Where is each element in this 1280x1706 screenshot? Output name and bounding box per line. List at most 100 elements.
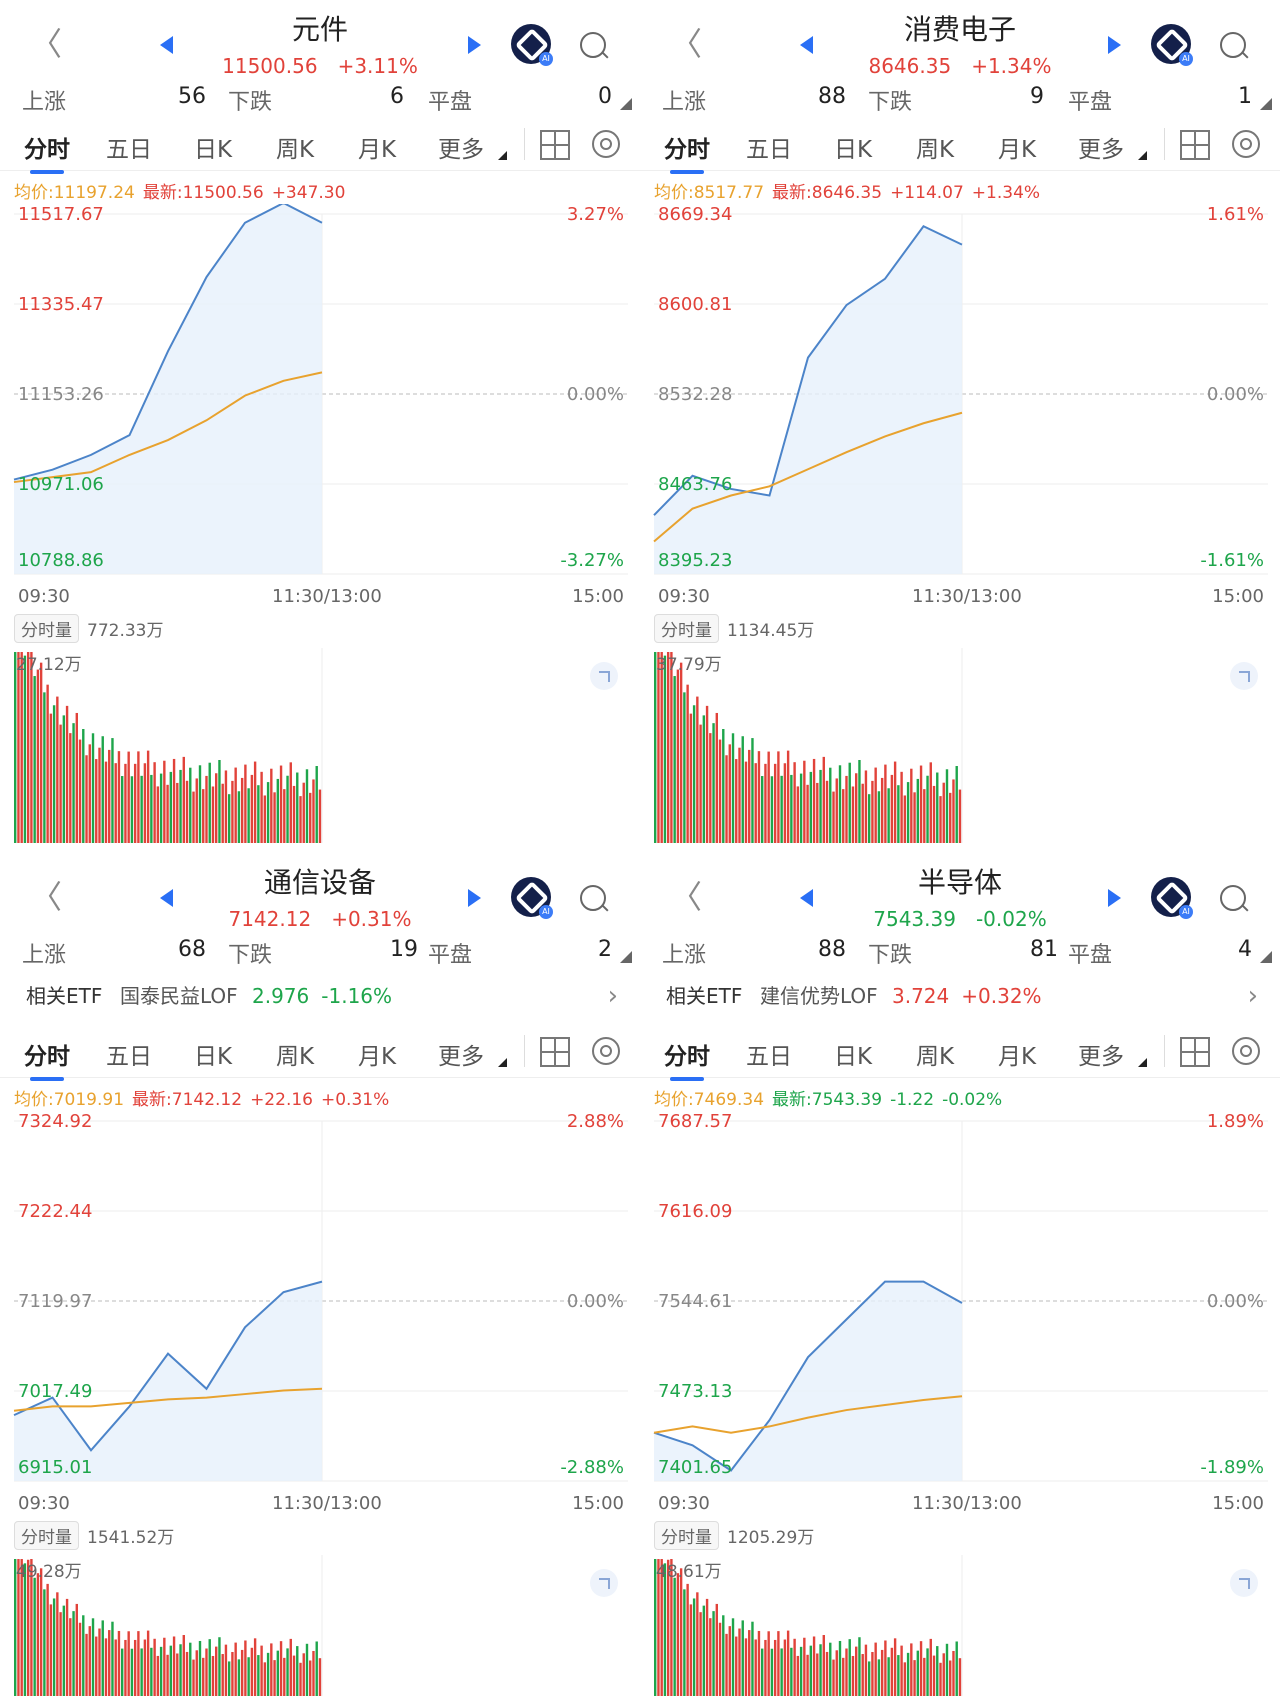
settings-icon[interactable] <box>1232 130 1260 158</box>
chevron-right-icon[interactable]: › <box>607 981 618 1011</box>
settings-icon[interactable] <box>592 130 620 158</box>
related-etf-row[interactable]: 相关ETF 建信优势LOF 3.724 +0.32% › <box>640 971 1280 1021</box>
volume-bar <box>198 1640 202 1696</box>
quote-info-line: 均价:7019.91 最新:7142.12 +22.16 +0.31% <box>14 1085 397 1110</box>
tab-five-day[interactable]: 五日 <box>746 1044 792 1070</box>
volume-max-label: 49.28万 <box>16 1562 82 1582</box>
back-icon[interactable]: 〈 <box>670 878 703 916</box>
volume-bar <box>39 1568 43 1696</box>
tab-weekly-k[interactable]: 周K <box>916 1044 955 1070</box>
down-count: 81 <box>1030 937 1058 962</box>
volume-bar <box>33 1577 36 1696</box>
volume-bar <box>30 652 33 843</box>
tab-intraday[interactable]: 分时 <box>664 1037 710 1081</box>
volume-bar <box>150 774 153 843</box>
sector-change: -0.02% <box>975 907 1047 931</box>
volume-bar <box>884 764 887 843</box>
y-axis-percent-label: -1.89% <box>1200 1457 1264 1478</box>
volume-bar <box>91 1618 95 1696</box>
tab-daily-k[interactable]: 日K <box>834 137 873 163</box>
prev-sector-icon[interactable] <box>160 889 173 907</box>
next-sector-icon[interactable] <box>468 889 481 907</box>
tab-intraday[interactable]: 分时 <box>664 130 710 174</box>
tab-five-day[interactable]: 五日 <box>106 1044 152 1070</box>
expand-corner-icon[interactable] <box>620 98 632 110</box>
ai-assistant-icon[interactable]: AI <box>1151 24 1193 66</box>
tab-daily-k[interactable]: 日K <box>834 1044 873 1070</box>
search-icon[interactable] <box>1220 885 1246 911</box>
layout-grid-icon[interactable] <box>1180 1037 1210 1067</box>
next-sector-icon[interactable] <box>468 36 481 54</box>
prev-sector-icon[interactable] <box>800 889 813 907</box>
volume-header: 分时量 1541.52万 <box>14 1521 174 1550</box>
chevron-right-icon[interactable]: › <box>1247 981 1258 1011</box>
expand-corner-icon[interactable] <box>620 951 632 963</box>
ai-assistant-icon[interactable]: AI <box>511 877 553 919</box>
tab-monthly-k[interactable]: 月K <box>358 137 397 163</box>
settings-icon[interactable] <box>592 1037 620 1065</box>
back-icon[interactable]: 〈 <box>670 25 703 63</box>
tab-five-day[interactable]: 五日 <box>746 137 792 163</box>
y-axis-price-label: 7544.61 <box>658 1291 733 1312</box>
fullscreen-icon[interactable] <box>1230 1569 1258 1597</box>
ai-assistant-icon[interactable]: AI <box>1151 877 1193 919</box>
expand-corner-icon[interactable] <box>1260 98 1272 110</box>
volume-bar <box>208 762 211 843</box>
tab-weekly-k[interactable]: 周K <box>276 1044 315 1070</box>
layout-grid-icon[interactable] <box>540 1037 570 1067</box>
tab-five-day[interactable]: 五日 <box>106 137 152 163</box>
tab-more[interactable]: 更多 <box>1078 137 1124 163</box>
tab-more[interactable]: 更多 <box>438 1044 484 1070</box>
volume-bar <box>654 1559 657 1696</box>
fullscreen-icon[interactable] <box>1230 662 1258 690</box>
tab-weekly-k[interactable]: 周K <box>916 137 955 163</box>
volume-bar <box>305 769 309 843</box>
volume-bar <box>305 1643 309 1696</box>
layout-grid-icon[interactable] <box>1180 130 1210 160</box>
volume-bar <box>910 768 913 843</box>
search-icon[interactable] <box>580 885 606 911</box>
volume-dropdown[interactable]: 分时量 <box>14 614 79 643</box>
tab-more[interactable]: 更多 <box>1078 1044 1124 1070</box>
intraday-chart: 7324.92 2.88% 7222.44 7119.97 0.00% 7017.49 69… <box>0 1111 640 1491</box>
y-axis-price-label: 10971.06 <box>18 474 104 495</box>
volume-bar <box>318 789 322 843</box>
back-icon[interactable]: 〈 <box>30 25 63 63</box>
back-icon[interactable]: 〈 <box>30 878 63 916</box>
tab-daily-k[interactable]: 日K <box>194 137 233 163</box>
tab-intraday[interactable]: 分时 <box>24 1037 70 1081</box>
volume-dropdown[interactable]: 分时量 <box>654 1521 719 1550</box>
volume-bar <box>140 1648 143 1696</box>
settings-icon[interactable] <box>1232 1037 1260 1065</box>
next-sector-icon[interactable] <box>1108 889 1121 907</box>
volume-bar <box>292 1655 296 1696</box>
tab-daily-k[interactable]: 日K <box>194 1044 233 1070</box>
next-sector-icon[interactable] <box>1108 36 1121 54</box>
volume-bar <box>890 774 894 843</box>
prev-sector-icon[interactable] <box>800 36 813 54</box>
volume-bar <box>696 1592 699 1696</box>
related-etf-row[interactable]: 相关ETF 国泰民益LOF 2.976 -1.16% › <box>0 971 640 1021</box>
volume-bar <box>748 1630 751 1696</box>
volume-bar <box>240 777 244 843</box>
fullscreen-icon[interactable] <box>590 662 618 690</box>
tab-monthly-k[interactable]: 月K <box>358 1044 397 1070</box>
volume-dropdown[interactable]: 分时量 <box>654 614 719 643</box>
prev-sector-icon[interactable] <box>160 36 173 54</box>
expand-corner-icon[interactable] <box>1260 951 1272 963</box>
tab-intraday[interactable]: 分时 <box>24 130 70 174</box>
volume-bar <box>855 1646 858 1696</box>
fullscreen-icon[interactable] <box>590 1569 618 1597</box>
volume-dropdown[interactable]: 分时量 <box>14 1521 79 1550</box>
tab-monthly-k[interactable]: 月K <box>998 1044 1037 1070</box>
tab-monthly-k[interactable]: 月K <box>998 137 1037 163</box>
search-icon[interactable] <box>580 32 606 58</box>
search-icon[interactable] <box>1220 32 1246 58</box>
layout-grid-icon[interactable] <box>540 130 570 160</box>
ai-assistant-icon[interactable]: AI <box>511 24 553 66</box>
tab-weekly-k[interactable]: 周K <box>276 137 315 163</box>
volume-bar <box>906 782 910 843</box>
tab-more[interactable]: 更多 <box>438 137 484 163</box>
volume-bar <box>276 1650 280 1696</box>
y-axis-percent-label: -3.27% <box>560 550 624 571</box>
